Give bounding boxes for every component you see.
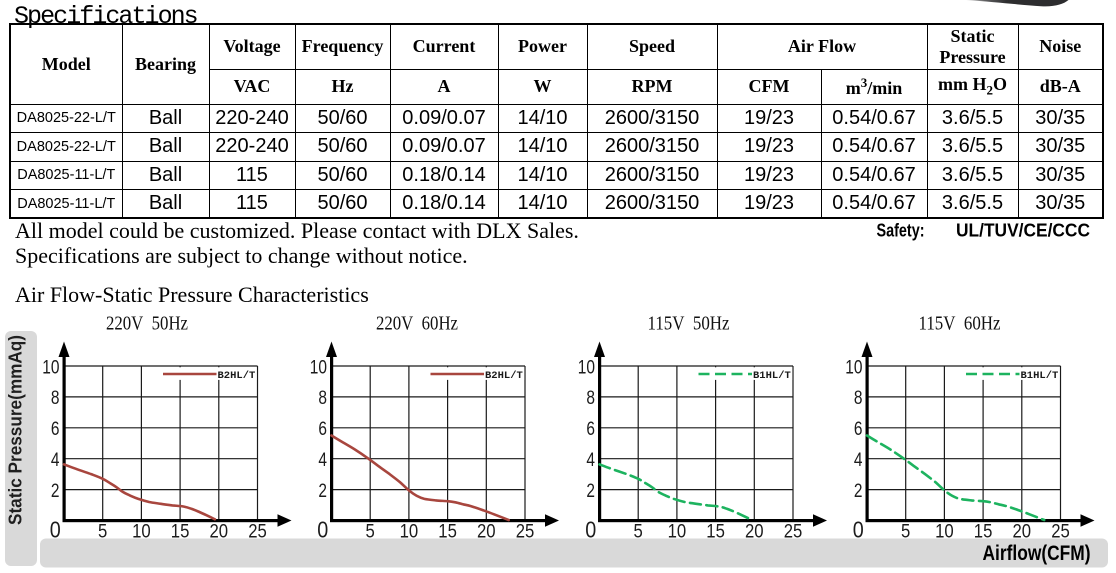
svg-text:20: 20 <box>477 522 496 543</box>
svg-text:2: 2 <box>854 481 863 502</box>
svg-text:10: 10 <box>935 522 954 543</box>
svg-text:25: 25 <box>248 522 267 543</box>
svg-text:8: 8 <box>586 388 595 409</box>
svg-text:0: 0 <box>853 517 864 543</box>
svg-text:6: 6 <box>854 419 863 440</box>
svg-text:0: 0 <box>317 517 328 543</box>
svg-text:4: 4 <box>586 450 595 471</box>
svg-text:8: 8 <box>854 388 863 409</box>
svg-text:10: 10 <box>400 522 419 543</box>
svg-text:Static Pressure(mmAq): Static Pressure(mmAq) <box>6 335 26 525</box>
svg-text:4: 4 <box>318 450 327 471</box>
svg-text:6: 6 <box>51 419 60 440</box>
svg-text:5: 5 <box>634 522 643 543</box>
svg-text:Safety:: Safety: <box>877 221 925 241</box>
svg-text:6: 6 <box>586 419 595 440</box>
svg-text:220V 50Hz: 220V 50Hz <box>106 313 188 335</box>
svg-text:10: 10 <box>578 357 595 378</box>
svg-text:20: 20 <box>745 522 764 543</box>
svg-text:115V 60Hz: 115V 60Hz <box>919 313 1001 335</box>
svg-text:10: 10 <box>668 522 687 543</box>
svg-text:20: 20 <box>1013 522 1032 543</box>
svg-text:15: 15 <box>171 522 190 543</box>
svg-text:25: 25 <box>516 522 535 543</box>
svg-text:B2HL/T: B2HL/T <box>485 370 523 382</box>
svg-text:2: 2 <box>318 481 327 502</box>
svg-text:Airflow(CFM): Airflow(CFM) <box>983 541 1091 565</box>
svg-text:B1HL/T: B1HL/T <box>1021 370 1059 382</box>
svg-text:2: 2 <box>586 481 595 502</box>
svg-text:2: 2 <box>51 481 60 502</box>
svg-text:25: 25 <box>784 522 803 543</box>
svg-text:UL/TUV/CE/CCC: UL/TUV/CE/CCC <box>956 221 1090 241</box>
svg-text:15: 15 <box>706 522 725 543</box>
svg-text:10: 10 <box>132 522 151 543</box>
svg-text:8: 8 <box>318 388 327 409</box>
svg-text:10: 10 <box>310 357 327 378</box>
svg-text:B2HL/T: B2HL/T <box>218 370 256 382</box>
svg-text:8: 8 <box>51 388 60 409</box>
svg-text:5: 5 <box>366 522 375 543</box>
svg-text:20: 20 <box>210 522 229 543</box>
svg-text:115V 50Hz: 115V 50Hz <box>648 313 730 335</box>
svg-text:5: 5 <box>901 522 910 543</box>
svg-text:4: 4 <box>854 450 863 471</box>
svg-text:15: 15 <box>438 522 457 543</box>
svg-text:5: 5 <box>98 522 107 543</box>
svg-text:25: 25 <box>1051 522 1070 543</box>
svg-text:15: 15 <box>974 522 993 543</box>
svg-text:220V 60Hz: 220V 60Hz <box>376 313 458 335</box>
svg-text:10: 10 <box>42 357 59 378</box>
svg-text:B1HL/T: B1HL/T <box>753 370 791 382</box>
svg-text:6: 6 <box>318 419 327 440</box>
svg-text:10: 10 <box>845 357 862 378</box>
svg-text:0: 0 <box>585 517 596 543</box>
svg-text:0: 0 <box>50 517 61 543</box>
svg-text:4: 4 <box>51 450 60 471</box>
